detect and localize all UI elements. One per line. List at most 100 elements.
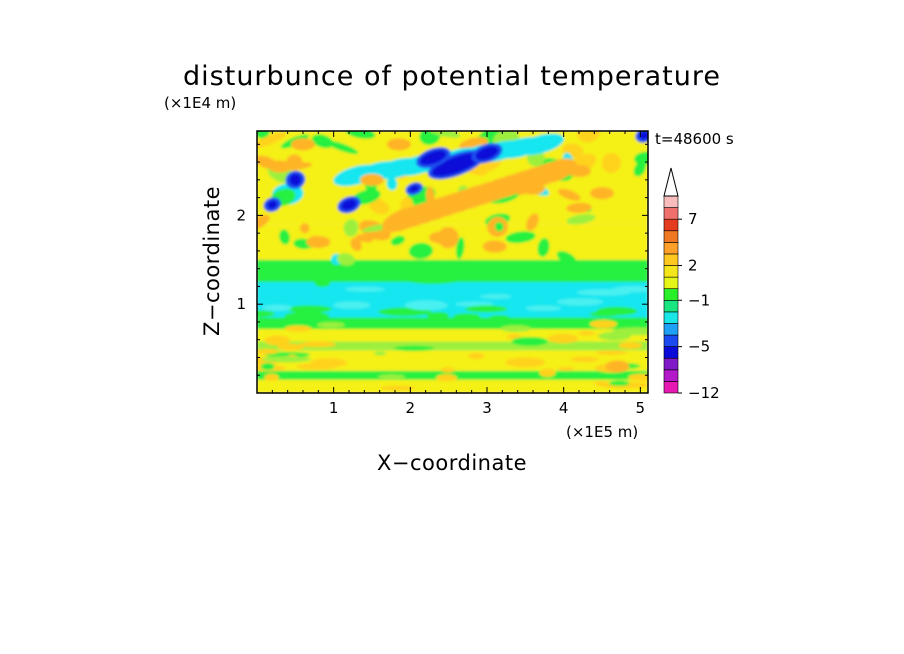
colorbar-swatch	[663, 207, 679, 220]
field-streak	[618, 341, 643, 349]
field-streak	[500, 325, 532, 333]
field-streak	[426, 311, 450, 319]
x-tick-label: 4	[559, 399, 569, 417]
x-axis-label: X−coordinate	[377, 451, 527, 475]
colorbar-swatch	[663, 288, 679, 301]
field-streak	[608, 380, 630, 386]
y-unit-label: (×1E4 m)	[164, 94, 236, 112]
field-blob	[299, 223, 310, 234]
field-blob	[601, 152, 621, 173]
field-blob	[369, 198, 390, 215]
navy-cell	[409, 185, 419, 193]
field-blob	[566, 214, 596, 225]
field-streak	[598, 331, 631, 341]
y-tick-label: 2	[236, 206, 246, 224]
colorbar-swatch	[663, 299, 679, 313]
field-band	[257, 259, 648, 282]
colorbar-swatch	[663, 381, 679, 394]
field-blob	[526, 213, 539, 231]
colorbar-swatch	[663, 334, 679, 347]
field-streak	[595, 350, 628, 355]
field-streak	[333, 301, 371, 309]
field-blob	[557, 188, 581, 201]
colorbar-tick-label: −1	[688, 291, 710, 309]
field-blob	[537, 238, 550, 257]
field-blob	[386, 177, 398, 191]
field-blob	[311, 134, 334, 149]
colorbar-swatch	[663, 242, 679, 255]
colorbar-tick-label: 7	[688, 210, 698, 228]
colorbar-swatch	[663, 265, 679, 278]
field-streak	[489, 315, 510, 320]
x-unit-label: (×1E5 m)	[566, 423, 638, 441]
field-streak	[257, 310, 275, 318]
field-streak	[377, 374, 406, 379]
field-blob	[356, 234, 374, 243]
colorbar-swatch	[663, 276, 679, 290]
field-band	[257, 341, 648, 351]
field-blob	[279, 229, 290, 245]
field-streak	[298, 342, 336, 348]
colorbar-swatch	[663, 218, 679, 232]
colorbar-extend-arrow	[663, 167, 679, 197]
field-blob	[345, 131, 376, 139]
colorbar-labels: −12−5−127	[688, 210, 720, 402]
field-streak	[570, 356, 600, 363]
warm-band	[535, 158, 577, 184]
field-streak	[284, 311, 330, 321]
y-axis-label: Z−coordinate	[200, 186, 224, 336]
field-blob	[336, 253, 355, 266]
colorbar-swatch	[663, 253, 679, 266]
field-streak	[264, 335, 291, 346]
orange-patch	[482, 240, 507, 253]
field-streak	[557, 298, 603, 306]
field-streak	[407, 277, 459, 284]
field-streak	[412, 320, 458, 325]
orange-patch	[386, 138, 411, 151]
field-streak	[404, 300, 448, 311]
axis-ticks	[257, 131, 648, 393]
orange-patch	[268, 160, 292, 173]
field-streak	[612, 286, 648, 293]
field-streak	[265, 351, 311, 358]
colorbar-swatch	[663, 195, 679, 208]
field-streak	[589, 311, 620, 317]
field-streak	[506, 333, 522, 340]
field-streak	[380, 385, 415, 391]
navy-cell	[267, 200, 278, 209]
x-tick-label: 2	[406, 399, 416, 417]
navy-cell	[475, 146, 499, 161]
colorbar-swatch	[663, 230, 679, 243]
navy-cell	[341, 199, 357, 211]
field-streak	[539, 368, 556, 378]
navy-cell	[289, 173, 302, 186]
field-blob	[633, 161, 646, 177]
field-streak	[286, 305, 332, 313]
plot-frame	[256, 130, 649, 394]
field-streak	[261, 304, 292, 311]
field-streak	[511, 336, 549, 346]
field-streak	[277, 343, 305, 351]
field-streak	[262, 356, 311, 363]
field-streak	[264, 373, 279, 381]
x-tick-label: 5	[636, 399, 646, 417]
field-blob	[343, 219, 359, 237]
y-tick-labels: 12	[236, 206, 246, 313]
field-blob	[556, 251, 577, 265]
navy-cell	[420, 150, 447, 166]
field-layer	[257, 131, 648, 393]
field-band	[257, 350, 648, 371]
field-streak	[578, 331, 596, 336]
field-blob	[325, 140, 359, 155]
orange-patch	[605, 360, 630, 373]
orange-patch	[521, 182, 545, 195]
field-blob	[634, 151, 648, 165]
cool-band	[517, 133, 564, 156]
colorbar-swatch	[663, 311, 679, 324]
colorbar-tick-label: −5	[688, 338, 710, 356]
orange-patch	[291, 138, 315, 151]
orange-patch	[429, 231, 453, 244]
field-streak	[628, 373, 648, 381]
colorbar-swatch	[663, 369, 679, 382]
